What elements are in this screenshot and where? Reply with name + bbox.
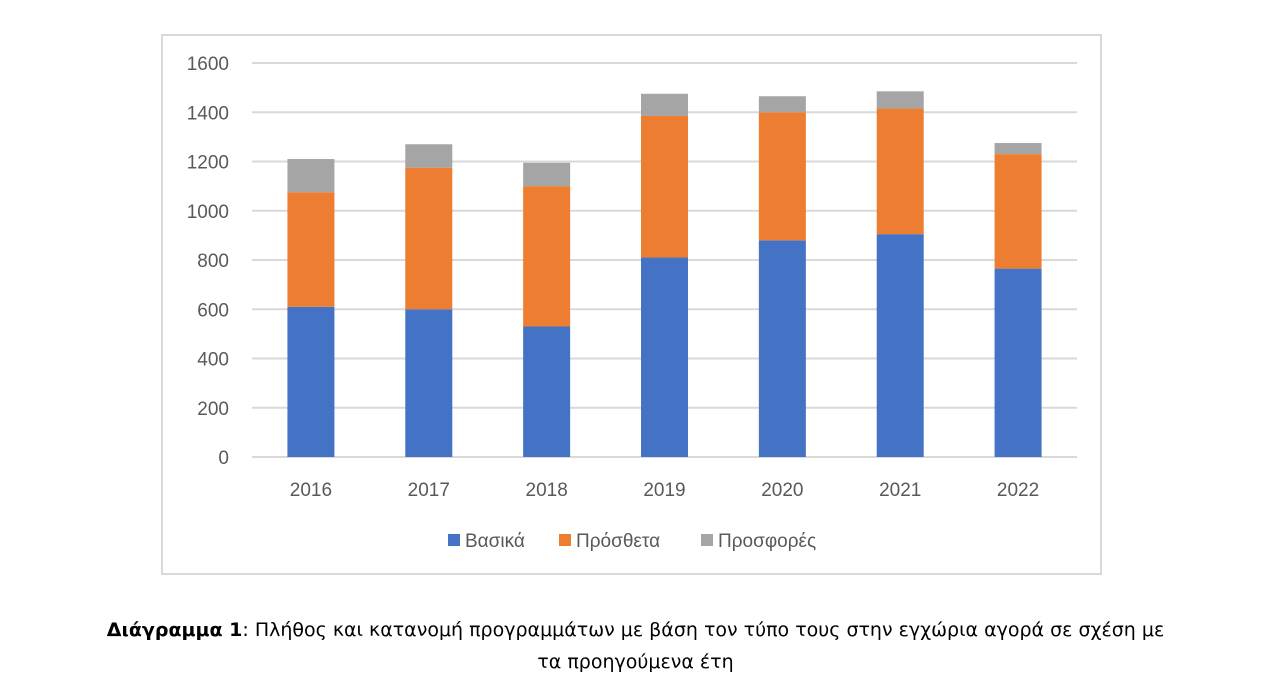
bar-2019-series-1: [641, 115, 688, 258]
bar-2016-series-0: [287, 306, 335, 457]
caption-separator: :: [242, 619, 249, 641]
bar-2017-series-1: [405, 167, 453, 310]
legend-label-0: Βασικά: [465, 531, 525, 552]
caption-line-1: Διάγραμμα 1: Πλήθος και κατανομή προγραμ…: [0, 614, 1271, 646]
bar-2019-series-0: [641, 257, 688, 457]
bar-2021-series-0: [876, 234, 924, 457]
bar-2022-series-2: [994, 143, 1042, 155]
bar-2018-series-0: [523, 326, 571, 457]
legend: Βασικά Πρόσθετα Προσφορές: [448, 531, 816, 552]
bar-2021-series-2: [876, 91, 924, 109]
x-tick-label: 2021: [879, 480, 921, 501]
y-tick-label: 0: [218, 448, 229, 469]
bar-2020-series-0: [758, 240, 806, 457]
caption-text-1: Πλήθος και κατανομή προγραμμάτων με βάση…: [248, 619, 1165, 641]
bar-2022-series-1: [994, 154, 1042, 269]
x-axis-ticks: 2016 2017 2018 2019 2020 2021 2022: [290, 480, 1039, 501]
x-tick-label: 2022: [997, 480, 1039, 501]
figure-caption: Διάγραμμα 1: Πλήθος και κατανομή προγραμ…: [0, 614, 1271, 678]
legend-swatch-2: [701, 534, 713, 546]
bar-2019-series-2: [641, 93, 688, 116]
bars: [287, 91, 1042, 457]
y-tick-label: 1600: [187, 54, 229, 75]
x-tick-label: 2020: [761, 480, 803, 501]
bar-2020-series-1: [758, 112, 806, 241]
x-tick-label: 2018: [526, 480, 568, 501]
y-tick-label: 1200: [187, 153, 229, 174]
y-tick-label: 1000: [187, 202, 229, 223]
bar-2022-series-0: [994, 268, 1042, 457]
bar-2021-series-1: [876, 108, 924, 235]
x-tick-label: 2019: [643, 480, 685, 501]
legend-label-2: Προσφορές: [718, 531, 816, 552]
bar-2018-series-1: [523, 186, 571, 327]
legend-swatch-0: [448, 534, 460, 546]
chart-frame: 0 200 400 600 800 1000 1200 1400 1600 2016 2017 20…: [161, 34, 1102, 575]
bar-2016-series-2: [287, 159, 335, 193]
bar-2017-series-2: [405, 144, 453, 168]
caption-line-2: τα προηγούμενα έτη: [537, 651, 734, 673]
y-tick-label: 1400: [187, 103, 229, 124]
x-tick-label: 2016: [290, 480, 332, 501]
legend-swatch-1: [559, 534, 571, 546]
y-tick-label: 600: [197, 300, 229, 321]
bar-2018-series-2: [523, 162, 571, 187]
caption-label: Διάγραμμα 1: [106, 619, 243, 641]
y-tick-label: 800: [197, 251, 229, 272]
y-tick-label: 400: [197, 350, 229, 371]
bar-2017-series-0: [405, 309, 453, 457]
legend-label-1: Πρόσθετα: [576, 531, 660, 552]
y-tick-label: 200: [197, 399, 229, 420]
bar-2016-series-1: [287, 192, 335, 307]
y-axis-ticks: 0 200 400 600 800 1000 1200 1400 1600: [187, 54, 229, 469]
x-tick-label: 2017: [408, 480, 450, 501]
bar-2020-series-2: [758, 96, 806, 113]
